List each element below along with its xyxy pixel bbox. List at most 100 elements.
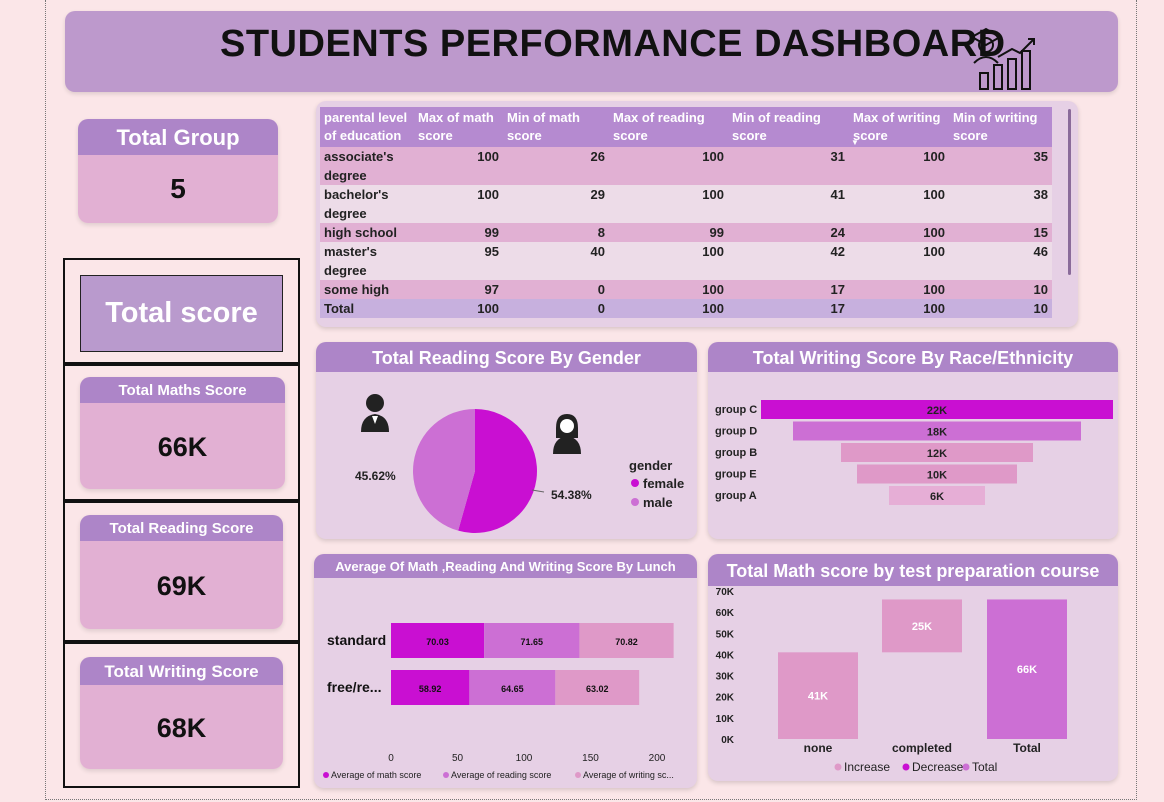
waterfall-legend-label[interactable]: Total (972, 760, 997, 774)
education-table-panel: parental level of education Max of math … (316, 101, 1078, 327)
maths-score-section (63, 364, 300, 501)
funnel-category-label: group B (715, 447, 757, 459)
writing-race-panel: Total Writing Score By Race/Ethnicity gr… (708, 342, 1118, 539)
female-legend-label[interactable]: female (643, 476, 684, 491)
table-row[interactable]: some high 97 0 100 17 100 10 (320, 280, 1052, 299)
lunch-bar-segment[interactable] (579, 623, 674, 658)
lunch-x-tick: 50 (452, 753, 464, 764)
table-cell: 0 (503, 280, 609, 299)
writing-race-chart: group C 22K group D 18K group B 12K group E 10K… (715, 400, 1113, 505)
table-row[interactable]: high school 99 8 99 24 100 15 (320, 223, 1052, 242)
column-header[interactable]: Min of writing score (949, 107, 1052, 147)
column-header[interactable]: Max of math score (414, 107, 503, 147)
table-cell: 15 (949, 223, 1052, 242)
pie-slice-male[interactable] (413, 409, 475, 531)
table-cell: 100 (609, 299, 728, 318)
table-cell: 8 (503, 223, 609, 242)
lunch-legend-label[interactable]: Average of writing sc... (583, 770, 674, 780)
table-row[interactable]: bachelor's degree 100 29 100 41 100 38 (320, 185, 1052, 223)
lunch-legend-label[interactable]: Average of reading score (451, 770, 551, 780)
table-cell: master's degree (320, 242, 414, 280)
table-cell: 100 (414, 185, 503, 223)
lunch-bar-segment[interactable] (391, 670, 470, 705)
waterfall-legend-dot (834, 763, 842, 771)
waterfall-y-tick: 60K (716, 608, 735, 619)
waterfall-y-tick: 40K (716, 650, 735, 661)
graduate-growth-icon (969, 27, 1035, 90)
lunch-legend-label[interactable]: Average of math score (331, 770, 421, 780)
waterfall-legend-label[interactable]: Decrease (912, 760, 964, 774)
lunch-legend-dot (323, 772, 329, 778)
funnel-category-label: group E (715, 469, 757, 481)
gender-legend-title: gender (629, 458, 672, 473)
male-legend-label[interactable]: male (643, 495, 673, 510)
lunch-bar-segment[interactable] (484, 623, 580, 658)
funnel-bar[interactable] (793, 421, 1081, 441)
lunch-legend-dot (443, 772, 449, 778)
funnel-bar[interactable] (841, 443, 1033, 462)
dashboard-frame (45, 0, 1137, 800)
funnel-value-label: 12K (927, 448, 947, 460)
reading-score-card: Total Reading Score 69K (80, 515, 283, 629)
education-table: parental level of education Max of math … (320, 107, 1052, 318)
reading-gender-chart: 45.62% 54.38% gender female male (355, 394, 684, 533)
table-row[interactable]: associate's degree 100 26 100 31 100 35 (320, 147, 1052, 185)
lunch-x-tick: 100 (516, 753, 533, 764)
table-cell: 100 (849, 280, 949, 299)
table-cell: 10 (949, 299, 1052, 318)
waterfall-category-label: completed (892, 741, 952, 755)
table-scrollbar[interactable] (1068, 109, 1071, 275)
math-prep-title: Total Math score by test preparation cou… (708, 554, 1118, 586)
table-cell: 24 (728, 223, 849, 242)
lunch-category-label: free/re... (327, 679, 381, 695)
table-cell: associate's degree (320, 147, 414, 185)
math-prep-chart: 0K 10K 20K 30K 40K 50K 60K 70K 41K none 25K complet… (716, 587, 1067, 774)
table-cell: 38 (949, 185, 1052, 223)
table-row[interactable]: master's degree 95 40 100 42 100 46 (320, 242, 1052, 280)
sort-desc-icon[interactable]: ▼ (851, 138, 859, 147)
lunch-bar-segment[interactable] (469, 670, 556, 705)
lunch-value-label: 64.65 (501, 684, 524, 694)
table-cell: 100 (609, 147, 728, 185)
waterfall-bar[interactable] (987, 599, 1067, 739)
lunch-legend-dot (575, 772, 581, 778)
lunch-bar-segment[interactable] (391, 623, 485, 658)
waterfall-legend-dot (962, 763, 970, 771)
column-header[interactable]: Min of reading score (728, 107, 849, 147)
table-cell: 17 (728, 299, 849, 318)
funnel-bar[interactable] (889, 486, 985, 505)
female-percent-label: 54.38% (551, 488, 592, 502)
table-cell: 100 (849, 185, 949, 223)
waterfall-value-label: 66K (1017, 664, 1037, 676)
male-legend-dot (631, 498, 639, 506)
table-cell: 100 (849, 242, 949, 280)
reading-score-value: 69K (80, 541, 283, 629)
column-header[interactable]: Max of reading score (609, 107, 728, 147)
lunch-value-label: 58.92 (419, 684, 442, 694)
column-header-sorted[interactable]: Max of writing score ▼ (849, 107, 949, 147)
funnel-bar[interactable] (857, 464, 1017, 484)
lunch-value-label: 71.65 (521, 637, 544, 647)
table-cell: 31 (728, 147, 849, 185)
table-cell: 46 (949, 242, 1052, 280)
table-total-row[interactable]: Total 100 0 100 17 100 10 (320, 299, 1052, 318)
lunch-bar-segment[interactable] (555, 670, 640, 705)
waterfall-y-tick: 30K (716, 672, 735, 683)
waterfall-bar[interactable] (778, 652, 858, 739)
reading-gender-panel: Total Reading Score By Gender 45.62% 54.… (316, 342, 697, 539)
column-header[interactable]: Min of math score (503, 107, 609, 147)
lunch-value-label: 70.03 (426, 637, 449, 647)
table-cell: 99 (609, 223, 728, 242)
pie-slice-female[interactable] (458, 409, 537, 533)
column-header[interactable]: parental level of education (320, 107, 414, 147)
table-cell: 29 (503, 185, 609, 223)
writing-race-title: Total Writing Score By Race/Ethnicity (708, 342, 1118, 372)
table-cell: 100 (414, 299, 503, 318)
funnel-bar[interactable] (761, 400, 1113, 419)
waterfall-legend-label[interactable]: Increase (844, 760, 890, 774)
waterfall-y-tick: 20K (716, 693, 735, 704)
waterfall-bar[interactable] (882, 599, 962, 653)
lunch-x-tick: 150 (582, 753, 599, 764)
lunch-panel: Average Of Math ,Reading And Writing Sco… (314, 554, 697, 788)
writing-score-card: Total Writing Score 68K (80, 657, 283, 769)
